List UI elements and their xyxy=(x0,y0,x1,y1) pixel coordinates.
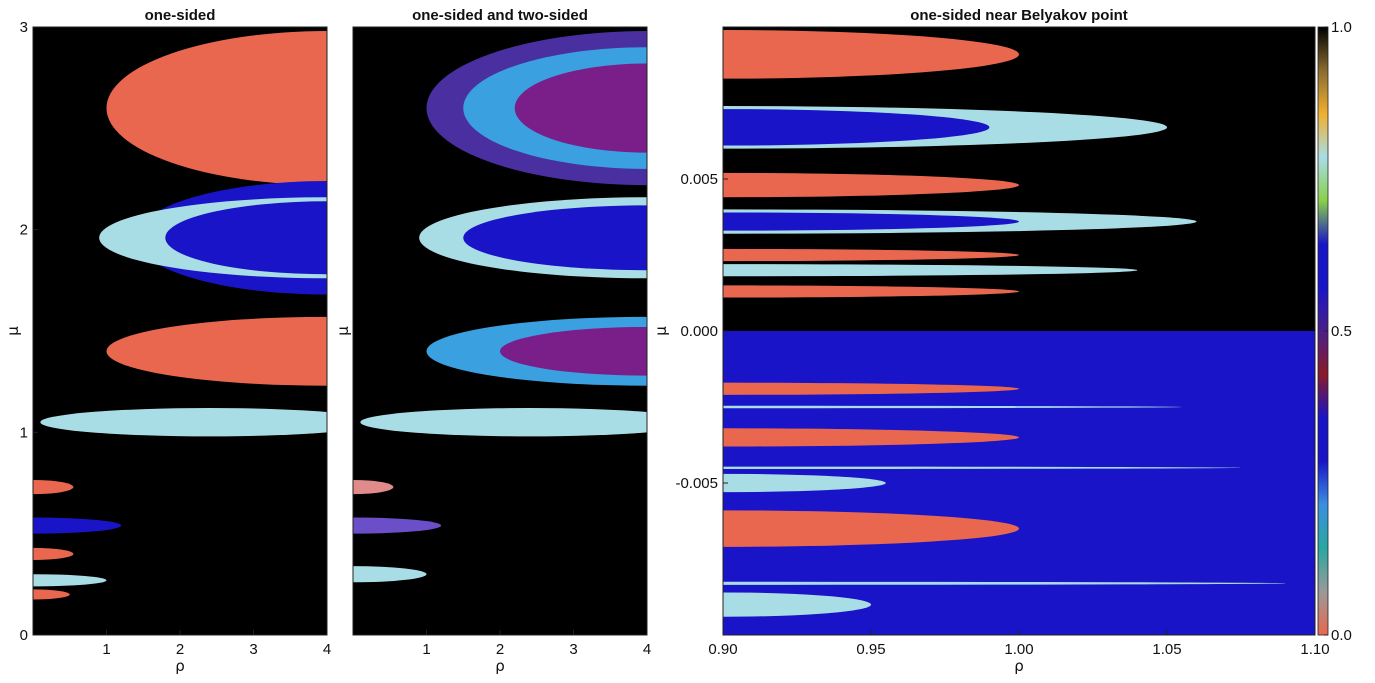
x-tick-label: 0.95 xyxy=(856,641,885,658)
x-tick-label: 3 xyxy=(249,641,257,658)
region-7 xyxy=(723,264,1138,277)
region-8 xyxy=(33,547,74,561)
colorbar: 0.0 0.5 1.0 xyxy=(1317,19,1352,644)
panel3-x-label: ρ xyxy=(1014,657,1024,675)
panel2-x-label: ρ xyxy=(495,657,505,675)
region-2 xyxy=(514,63,647,153)
region-14 xyxy=(723,581,1286,585)
region-5 xyxy=(723,212,1019,231)
region-8 xyxy=(723,285,1019,298)
panel1-x-ticks: 1 2 3 4 xyxy=(102,630,331,658)
panel3-x-ticks: 0.90 0.95 1.00 1.05 1.10 xyxy=(708,630,1330,658)
y-tick-label: 0.005 xyxy=(680,171,718,188)
region-2 xyxy=(723,109,990,146)
region-15 xyxy=(723,466,1241,470)
x-tick-label: 2 xyxy=(496,641,504,658)
x-tick-label: 4 xyxy=(323,641,331,658)
y-tick-label: 2 xyxy=(20,222,28,239)
region-10 xyxy=(33,589,70,600)
panel2-title: one-sided and two-sided xyxy=(412,7,588,24)
panel1-x-label: ρ xyxy=(175,657,185,675)
region-0 xyxy=(106,31,327,186)
panel-near-belyakov-point: one-sided near Belyakov point 0.90 0.95 1.… xyxy=(652,7,1330,675)
panel1-y-ticks: 0 1 2 3 xyxy=(20,19,38,644)
region-12 xyxy=(723,473,886,493)
panel2-plot-area xyxy=(353,27,647,635)
x-tick-label: 0.90 xyxy=(708,641,737,658)
panel3-plot-area xyxy=(723,27,1315,635)
panel3-title: one-sided near Belyakov point xyxy=(910,7,1128,24)
region-13 xyxy=(723,592,871,617)
y-tick-label: 0.000 xyxy=(680,323,718,340)
panel1-plot-area xyxy=(33,27,327,635)
region-6 xyxy=(723,248,1019,262)
x-tick-label: 2 xyxy=(176,641,184,658)
colorbar-tick-label: 0.0 xyxy=(1331,627,1352,644)
x-tick-label: 1.10 xyxy=(1300,641,1329,658)
region-10 xyxy=(353,566,427,583)
panel-one-sided: one-sided 1 2 3 4 0 1 2 3 ρ xyxy=(20,7,332,675)
region-5 xyxy=(40,408,327,437)
panel1-y-label: μ xyxy=(4,326,22,336)
region-16 xyxy=(723,405,1182,409)
y-tick-label: 1 xyxy=(20,424,28,441)
region-6 xyxy=(500,326,647,376)
panel3-y-label: μ xyxy=(652,326,670,336)
x-tick-label: 1.00 xyxy=(1004,641,1033,658)
region-11 xyxy=(723,510,1019,547)
panel1-title: one-sided xyxy=(145,7,216,24)
colorbar-ticks: 0.0 0.5 1.0 xyxy=(1324,19,1352,644)
region-3 xyxy=(723,172,1019,198)
x-tick-label: 3 xyxy=(569,641,577,658)
colorbar-tick-label: 0.5 xyxy=(1331,323,1352,340)
y-tick-label: 0 xyxy=(20,627,28,644)
y-tick-label: 3 xyxy=(20,19,28,36)
x-tick-label: 1 xyxy=(422,641,430,658)
region-10 xyxy=(723,428,1019,447)
region-9 xyxy=(723,382,1019,395)
region-7 xyxy=(33,517,122,534)
panel3-y-ticks: -0.005 0.000 0.005 xyxy=(675,171,728,492)
y-tick-label: -0.005 xyxy=(675,475,718,492)
region-8 xyxy=(353,479,394,495)
panel-one-and-two-sided: one-sided and two-sided 1 2 3 4 μ ρ xyxy=(334,7,651,675)
colorbar-tick-label: 1.0 xyxy=(1331,19,1352,36)
panel2-x-ticks: 1 2 3 4 xyxy=(422,630,651,658)
region-4 xyxy=(463,205,647,271)
region-7 xyxy=(360,408,647,437)
region-9 xyxy=(33,574,107,587)
panel2-y-label: μ xyxy=(334,326,352,336)
region-9 xyxy=(353,517,442,534)
x-tick-label: 1.05 xyxy=(1152,641,1181,658)
region-0 xyxy=(723,30,1019,79)
x-tick-label: 1 xyxy=(102,641,110,658)
region-4 xyxy=(165,201,327,275)
region-1 xyxy=(106,316,327,386)
x-tick-label: 4 xyxy=(643,641,651,658)
region-6 xyxy=(33,479,74,495)
